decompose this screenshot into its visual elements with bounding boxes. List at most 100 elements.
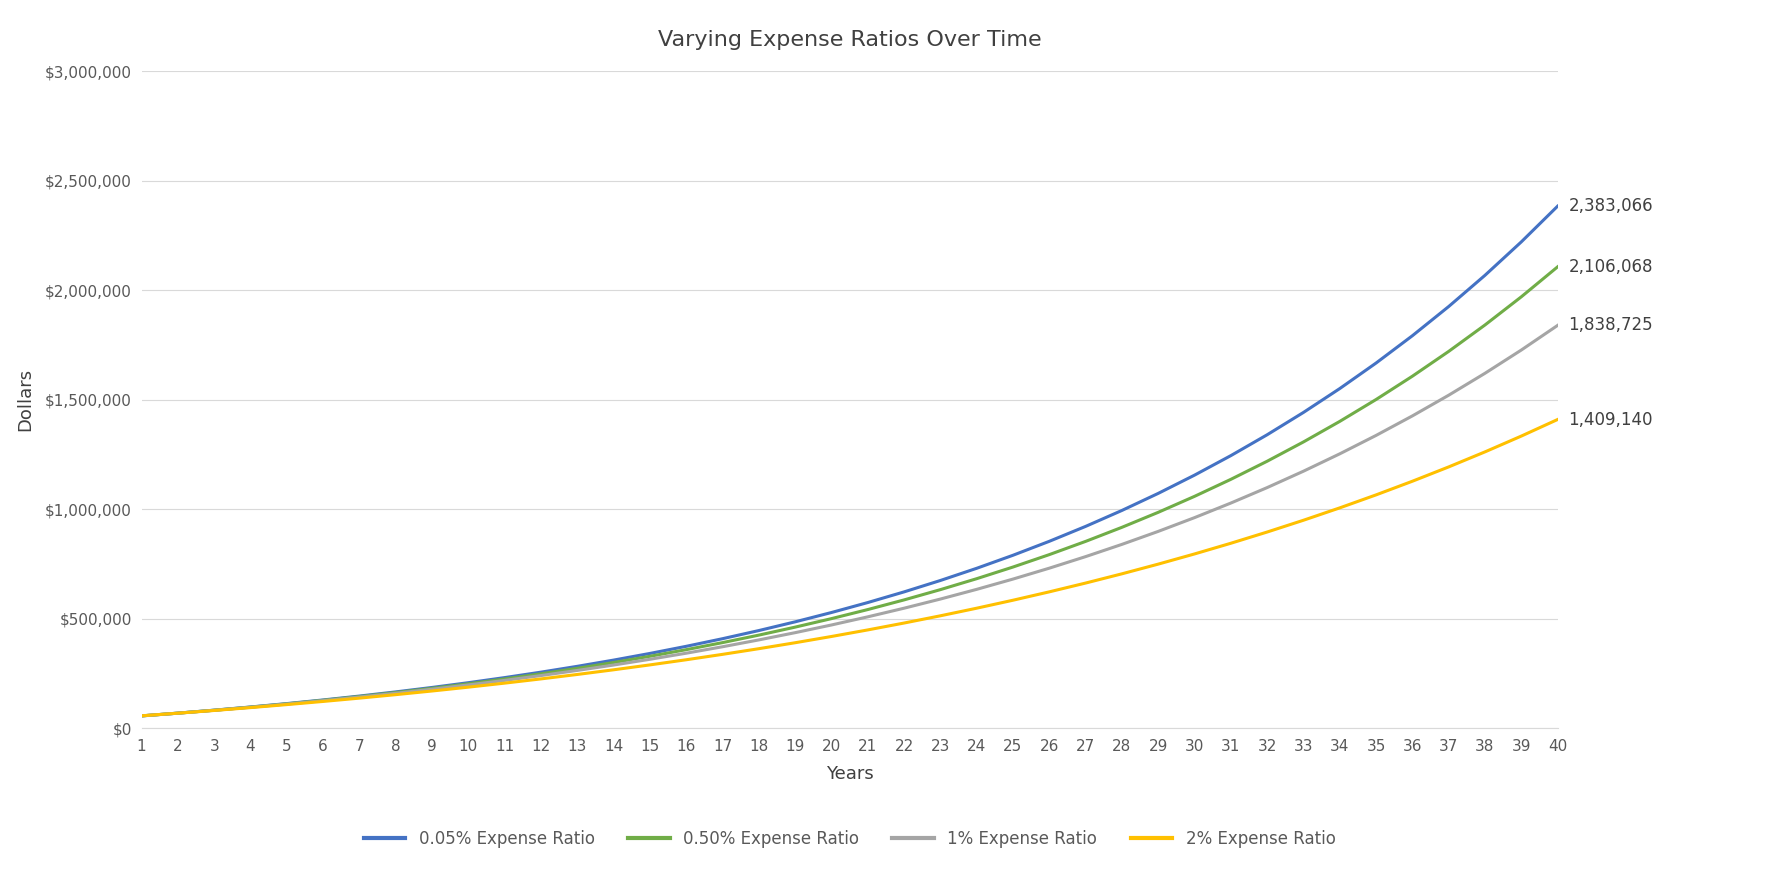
0.05% Expense Ratio	[966, 563, 988, 574]
1% Expense Ratio	[1474, 368, 1496, 378]
1% Expense Ratio	[168, 708, 189, 718]
0.05% Expense Ratio	[494, 672, 515, 683]
1% Expense Ratio	[241, 702, 262, 712]
1% Expense Ratio	[349, 692, 370, 702]
2% Expense Ratio	[1437, 462, 1458, 472]
Title: Varying Expense Ratios Over Time: Varying Expense Ratios Over Time	[658, 30, 1041, 50]
1% Expense Ratio	[1039, 563, 1060, 574]
2% Expense Ratio	[386, 689, 407, 700]
2% Expense Ratio	[349, 693, 370, 703]
0.05% Expense Ratio	[784, 616, 805, 627]
0.05% Expense Ratio	[1257, 430, 1278, 440]
2% Expense Ratio	[458, 682, 480, 693]
0.05% Expense Ratio	[313, 694, 335, 705]
2% Expense Ratio	[313, 696, 335, 707]
0.05% Expense Ratio	[168, 708, 189, 718]
0.05% Expense Ratio	[604, 654, 625, 665]
0.50% Expense Ratio	[1184, 491, 1205, 502]
2% Expense Ratio	[1002, 595, 1023, 606]
0.50% Expense Ratio	[1329, 416, 1351, 427]
1% Expense Ratio	[749, 635, 770, 646]
1% Expense Ratio	[386, 688, 407, 699]
2% Expense Ratio	[784, 638, 805, 648]
X-axis label: Years: Years	[827, 765, 873, 782]
0.50% Expense Ratio	[1547, 262, 1568, 273]
0.50% Expense Ratio	[1039, 550, 1060, 560]
1% Expense Ratio	[894, 603, 915, 614]
0.05% Expense Ratio	[1220, 450, 1241, 461]
2% Expense Ratio	[204, 705, 225, 716]
0.05% Expense Ratio	[1002, 550, 1023, 560]
0.50% Expense Ratio	[168, 708, 189, 718]
0.05% Expense Ratio	[1074, 521, 1096, 532]
0.05% Expense Ratio	[1365, 358, 1386, 369]
0.50% Expense Ratio	[1074, 536, 1096, 547]
2% Expense Ratio	[1257, 527, 1278, 537]
1% Expense Ratio	[1220, 498, 1241, 509]
1% Expense Ratio	[1002, 574, 1023, 584]
0.05% Expense Ratio	[929, 575, 950, 586]
Line: 0.05% Expense Ratio: 0.05% Expense Ratio	[142, 206, 1558, 716]
1% Expense Ratio	[857, 612, 878, 622]
0.50% Expense Ratio	[566, 663, 588, 674]
1% Expense Ratio	[784, 627, 805, 638]
0.50% Expense Ratio	[1474, 320, 1496, 330]
2% Expense Ratio	[1292, 515, 1313, 526]
1% Expense Ratio	[1184, 512, 1205, 523]
0.50% Expense Ratio	[131, 710, 152, 721]
2% Expense Ratio	[1074, 578, 1096, 589]
0.50% Expense Ratio	[458, 678, 480, 689]
Text: 2,106,068: 2,106,068	[1568, 258, 1653, 276]
2% Expense Ratio	[421, 686, 442, 696]
2% Expense Ratio	[566, 670, 588, 680]
2% Expense Ratio	[1402, 476, 1423, 487]
0.05% Expense Ratio	[1329, 384, 1351, 394]
2% Expense Ratio	[241, 702, 262, 713]
0.05% Expense Ratio	[1184, 470, 1205, 480]
0.05% Expense Ratio	[1547, 201, 1568, 211]
Line: 0.50% Expense Ratio: 0.50% Expense Ratio	[142, 267, 1558, 716]
2% Expense Ratio	[676, 654, 697, 665]
1% Expense Ratio	[604, 660, 625, 670]
0.05% Expense Ratio	[749, 625, 770, 636]
2% Expense Ratio	[821, 631, 843, 642]
0.05% Expense Ratio	[639, 648, 660, 659]
2% Expense Ratio	[639, 660, 660, 670]
0.50% Expense Ratio	[313, 695, 335, 706]
0.50% Expense Ratio	[386, 687, 407, 698]
1% Expense Ratio	[421, 684, 442, 694]
2% Expense Ratio	[131, 710, 152, 721]
0.50% Expense Ratio	[1147, 507, 1168, 518]
0.05% Expense Ratio	[458, 678, 480, 688]
1% Expense Ratio	[639, 654, 660, 664]
1% Expense Ratio	[1292, 466, 1313, 477]
0.05% Expense Ratio	[241, 702, 262, 712]
0.05% Expense Ratio	[531, 667, 552, 678]
0.50% Expense Ratio	[676, 645, 697, 655]
1% Expense Ratio	[494, 675, 515, 686]
0.50% Expense Ratio	[784, 622, 805, 632]
1% Expense Ratio	[458, 679, 480, 690]
2% Expense Ratio	[894, 618, 915, 629]
0.05% Expense Ratio	[276, 698, 297, 709]
2% Expense Ratio	[1112, 568, 1133, 579]
0.50% Expense Ratio	[857, 604, 878, 614]
0.50% Expense Ratio	[494, 674, 515, 685]
0.05% Expense Ratio	[1292, 407, 1313, 417]
0.50% Expense Ratio	[204, 705, 225, 716]
1% Expense Ratio	[531, 670, 552, 681]
0.50% Expense Ratio	[966, 574, 988, 584]
0.50% Expense Ratio	[1437, 346, 1458, 357]
1% Expense Ratio	[676, 648, 697, 659]
1% Expense Ratio	[276, 699, 297, 710]
0.50% Expense Ratio	[1402, 371, 1423, 382]
0.05% Expense Ratio	[566, 661, 588, 671]
1% Expense Ratio	[712, 641, 733, 652]
0.50% Expense Ratio	[1112, 522, 1133, 533]
2% Expense Ratio	[1039, 586, 1060, 597]
1% Expense Ratio	[821, 620, 843, 630]
0.50% Expense Ratio	[421, 683, 442, 694]
Line: 1% Expense Ratio: 1% Expense Ratio	[142, 325, 1558, 716]
0.05% Expense Ratio	[894, 587, 915, 598]
1% Expense Ratio	[131, 710, 152, 721]
